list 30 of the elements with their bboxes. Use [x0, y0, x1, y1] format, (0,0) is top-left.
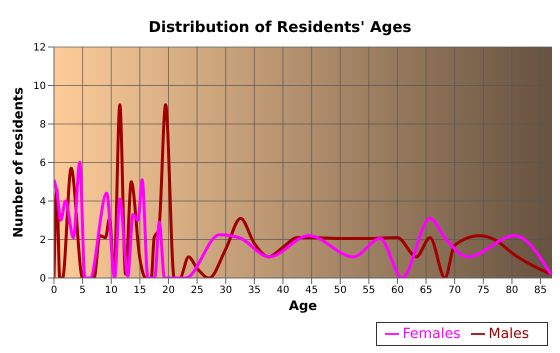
x-tick-label: 70 [448, 285, 462, 296]
y-tick-label: 12 [33, 42, 46, 54]
chart-title: Distribution of Residents' Ages [148, 17, 412, 38]
y-tick-label: 0 [40, 274, 46, 285]
legend-label: Females [402, 326, 461, 342]
x-tick-label: 10 [104, 285, 118, 296]
x-tick-label: 55 [362, 285, 376, 296]
y-tick-label: 10 [33, 81, 46, 92]
x-tick-label: 45 [305, 285, 318, 296]
y-tick-label: 6 [40, 158, 46, 170]
x-tick-label: 15 [133, 285, 146, 296]
x-tick-label: 75 [476, 285, 490, 296]
y-tick-label: 2 [40, 235, 46, 246]
x-tick-label: 20 [162, 285, 175, 296]
y-tick-label: 4 [40, 196, 46, 208]
x-axis-title: Age [288, 299, 318, 314]
x-tick-label: 60 [391, 285, 404, 296]
x-tick-label: 40 [276, 285, 290, 296]
x-tick-label: 65 [420, 285, 432, 296]
x-tick-label: 35 [248, 285, 261, 296]
y-axis-title: Number of residents [12, 86, 27, 238]
x-tick-label: 80 [506, 285, 518, 296]
x-tick-label: 5 [79, 285, 86, 296]
x-tick-label: 50 [334, 285, 347, 296]
legend-label: Males [488, 326, 529, 342]
x-tick-label: 30 [219, 285, 232, 296]
x-tick-label: 0 [50, 285, 58, 296]
y-tick-label: 8 [40, 120, 46, 131]
x-tick-label: 85 [534, 285, 547, 296]
x-tick-label: 25 [190, 285, 204, 296]
